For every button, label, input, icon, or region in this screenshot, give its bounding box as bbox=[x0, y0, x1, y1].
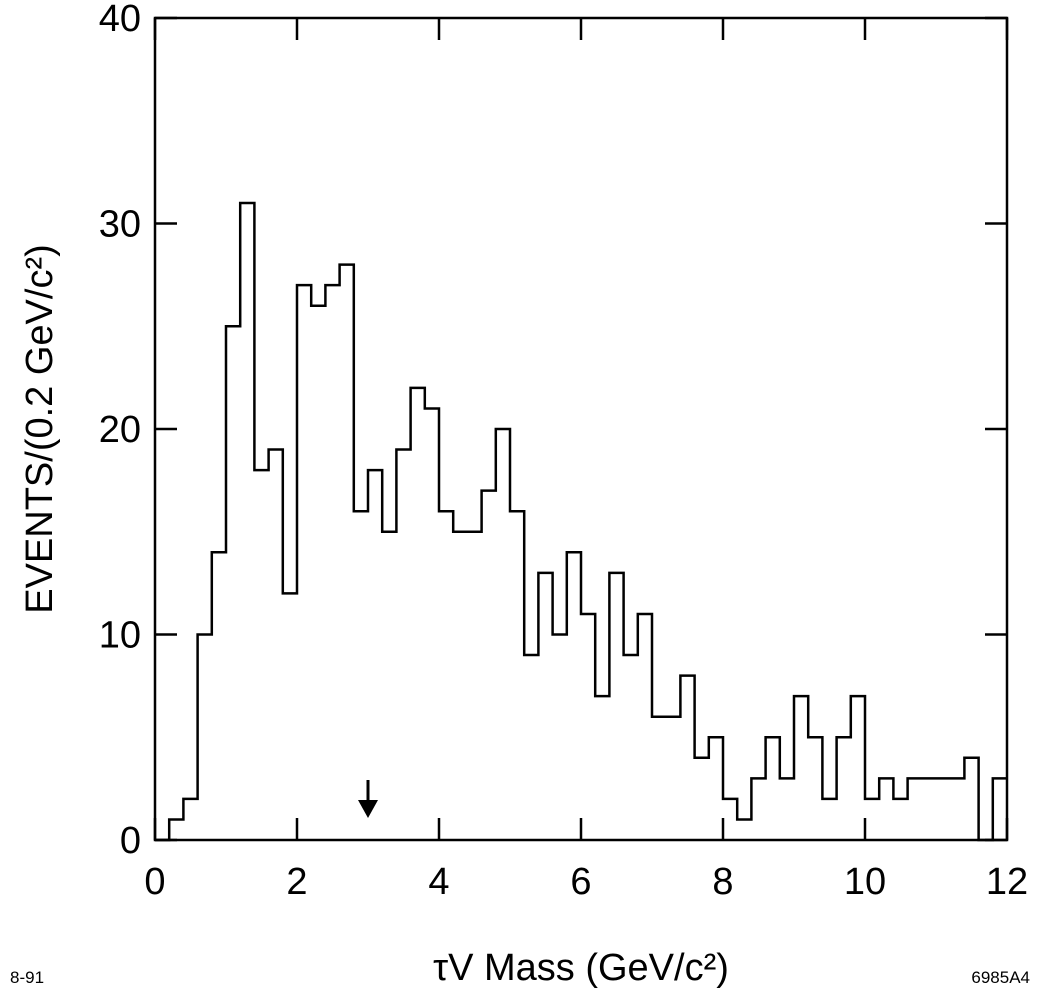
histogram-bins bbox=[169, 203, 1007, 840]
histogram-bin-25 bbox=[510, 511, 524, 840]
x-tick-label-0: 0 bbox=[144, 861, 165, 903]
histogram-bin-39 bbox=[709, 737, 723, 840]
histogram-bin-59 bbox=[993, 778, 1007, 840]
histogram-bin-40 bbox=[723, 799, 737, 840]
histogram-bin-9 bbox=[283, 593, 297, 840]
histogram-bin-56 bbox=[950, 778, 964, 840]
histogram-bin-10 bbox=[297, 285, 311, 840]
annotation-arrow bbox=[358, 780, 378, 818]
histogram-bin-5 bbox=[226, 326, 240, 840]
histogram-bin-55 bbox=[936, 778, 950, 840]
histogram-bin-4 bbox=[212, 552, 226, 840]
histogram-series-line bbox=[155, 201, 1007, 842]
histogram-bin-44 bbox=[780, 778, 794, 840]
histogram-bin-48 bbox=[837, 737, 851, 840]
histogram-bin-17 bbox=[396, 450, 410, 840]
histogram-bin-42 bbox=[751, 778, 765, 840]
y-tick-label-2: 20 bbox=[99, 409, 141, 451]
histogram-bin-13 bbox=[340, 265, 354, 840]
histogram-bin-24 bbox=[496, 429, 510, 840]
histogram-bin-15 bbox=[368, 470, 382, 840]
histogram-bin-16 bbox=[382, 532, 396, 840]
histogram-bin-37 bbox=[680, 676, 694, 840]
axis-ticks bbox=[153, 16, 1009, 842]
histogram-bin-43 bbox=[766, 737, 780, 840]
histogram-bin-21 bbox=[453, 532, 467, 840]
histogram-bin-38 bbox=[695, 758, 709, 840]
arrow-head bbox=[358, 800, 378, 818]
x-tick-label-6: 12 bbox=[986, 861, 1028, 903]
x-tick-label-4: 8 bbox=[712, 861, 733, 903]
x-tick-label-5: 10 bbox=[844, 861, 886, 903]
histogram-bin-18 bbox=[411, 388, 425, 840]
histogram-bin-28 bbox=[553, 635, 567, 841]
histogram-bin-29 bbox=[567, 552, 581, 840]
corner-note-right: 6985A4 bbox=[971, 968, 1030, 987]
histogram-bin-26 bbox=[524, 655, 538, 840]
histogram-bin-20 bbox=[439, 511, 453, 840]
histogram-bin-33 bbox=[624, 655, 638, 840]
y-tick-label-3: 30 bbox=[99, 204, 141, 246]
histogram-bin-8 bbox=[269, 450, 283, 840]
x-tick-label-1: 2 bbox=[286, 861, 307, 903]
y-tick-label-1: 10 bbox=[99, 615, 141, 657]
histogram-bin-51 bbox=[879, 778, 893, 840]
histogram-bin-35 bbox=[652, 717, 666, 840]
histogram-bin-41 bbox=[737, 819, 751, 840]
histogram-bin-14 bbox=[354, 511, 368, 840]
histogram-bin-7 bbox=[254, 470, 268, 840]
x-tick-label-2: 4 bbox=[428, 861, 449, 903]
histogram-bin-3 bbox=[198, 635, 212, 841]
y-tick-label-0: 0 bbox=[120, 820, 141, 862]
x-axis-title: τV Mass (GeV/c²) bbox=[433, 947, 729, 989]
histogram-bin-23 bbox=[482, 491, 496, 840]
histogram-bin-19 bbox=[425, 408, 439, 840]
histogram-bin-32 bbox=[609, 573, 623, 840]
x-tick-label-3: 6 bbox=[570, 861, 591, 903]
tick-labels: 0 2 4 6 8 10 12 0 10 20 30 40 bbox=[99, 0, 1028, 903]
histogram-bin-22 bbox=[467, 532, 481, 840]
histogram-bin-49 bbox=[851, 696, 865, 840]
histogram-bin-1 bbox=[169, 819, 183, 840]
histogram-bin-31 bbox=[595, 696, 609, 840]
histogram-bin-12 bbox=[325, 285, 339, 840]
histogram-bin-46 bbox=[808, 737, 822, 840]
histogram-bin-34 bbox=[638, 614, 652, 840]
histogram-bin-27 bbox=[538, 573, 552, 840]
histogram-bin-57 bbox=[964, 758, 978, 840]
y-axis-title: EVENTS/(0.2 GeV/c²) bbox=[19, 244, 61, 614]
histogram-bin-54 bbox=[922, 778, 936, 840]
histogram-bin-53 bbox=[908, 778, 922, 840]
histogram-bin-2 bbox=[183, 799, 197, 840]
histogram-bin-47 bbox=[822, 799, 836, 840]
histogram-bin-52 bbox=[893, 799, 907, 840]
histogram-bin-11 bbox=[311, 306, 325, 840]
y-tick-label-4: 40 bbox=[99, 0, 141, 40]
corner-note-left: 8-91 bbox=[10, 968, 44, 987]
histogram-bin-30 bbox=[581, 614, 595, 840]
histogram-bin-36 bbox=[666, 717, 680, 840]
histogram-bin-6 bbox=[240, 203, 254, 840]
histogram-bin-45 bbox=[794, 696, 808, 840]
histogram-bin-50 bbox=[865, 799, 879, 840]
